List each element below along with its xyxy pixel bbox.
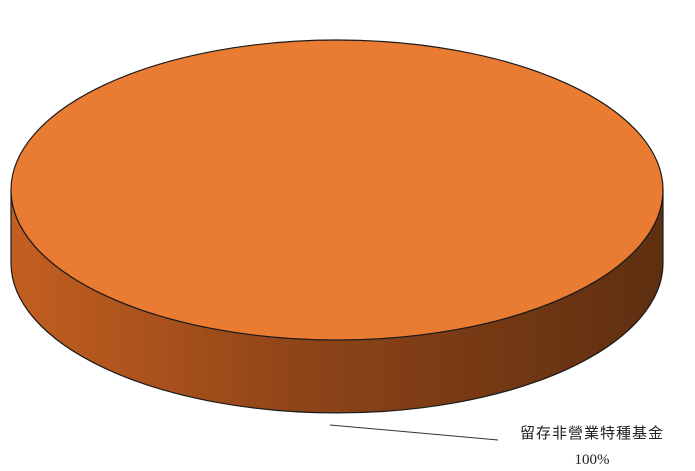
leader-line	[329, 424, 499, 441]
slice-label: 留存非營業特種基金	[520, 424, 664, 442]
slice-data-label: 100%	[575, 452, 610, 468]
pie-slice	[10, 39, 664, 341]
